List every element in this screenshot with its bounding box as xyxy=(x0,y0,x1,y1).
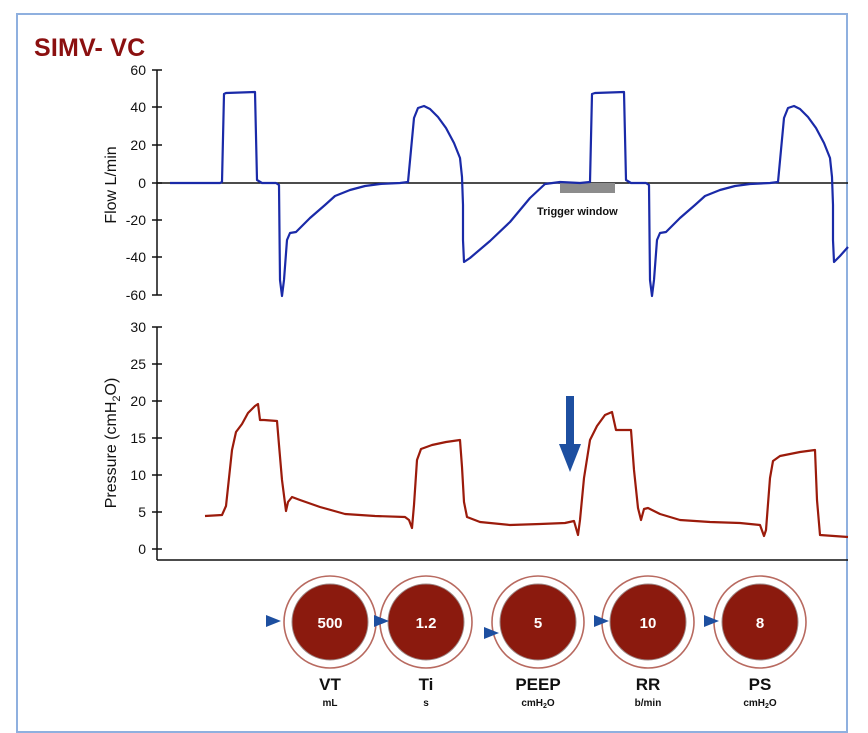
flow-tick-label: 60 xyxy=(130,62,146,78)
flow-tick-label: 40 xyxy=(130,99,146,115)
knob-value: 8 xyxy=(756,615,764,632)
knob-value: 10 xyxy=(640,615,657,632)
flow-waveform xyxy=(170,90,849,298)
pressure-waveform xyxy=(204,402,849,539)
knob-unit: mL xyxy=(323,698,338,709)
knob-value: 5 xyxy=(534,615,542,632)
knob-name: Ti xyxy=(419,675,434,694)
knob-peep[interactable]: 5 PEEP cmH2O xyxy=(484,575,585,710)
trigger-arrow xyxy=(559,396,581,472)
trigger-window-bar xyxy=(560,183,615,193)
pressure-tick-label: 15 xyxy=(130,430,146,446)
pressure-tick-label: 30 xyxy=(130,319,146,335)
flow-panel: 60 40 20 0 -20 -40 -60 Flow L/min Trigge… xyxy=(103,62,849,303)
knob-value: 1.2 xyxy=(416,615,437,632)
trigger-window-label: Trigger window xyxy=(537,206,618,218)
flow-tick-label: 20 xyxy=(130,137,146,153)
knob-unit: s xyxy=(423,698,429,709)
knob-value: 500 xyxy=(317,615,342,632)
knob-unit: cmH2O xyxy=(743,698,777,710)
flow-tick-label: 0 xyxy=(138,175,146,191)
flow-tick-label: -40 xyxy=(126,249,146,265)
flow-tick-label: -20 xyxy=(126,212,146,228)
pressure-panel: 30 25 20 15 10 5 0 Pressure (cmH2O) xyxy=(103,319,849,561)
pressure-tick-label: 25 xyxy=(130,356,146,372)
pressure-tick-label: 20 xyxy=(130,393,146,409)
pressure-ticks xyxy=(152,326,162,550)
knob-pointer-icon xyxy=(266,615,281,627)
knob-unit: b/min xyxy=(635,698,662,709)
flow-tick-label: -60 xyxy=(126,287,146,303)
knob-rr[interactable]: 10 RR b/min xyxy=(594,575,695,709)
knob-name: RR xyxy=(636,675,661,694)
knob-ti[interactable]: 1.2 Ti s xyxy=(374,575,473,709)
knob-name: PEEP xyxy=(515,675,560,694)
ventilator-diagram: 60 40 20 0 -20 -40 -60 Flow L/min Trigge… xyxy=(103,62,849,710)
knob-unit: cmH2O xyxy=(521,698,555,710)
knob-name: PS xyxy=(749,675,772,694)
knob-pointer-icon xyxy=(594,615,609,627)
settings-knobs: 500 VT mL 1.2 Ti s 5 PEEP cmH2O 10 RR b/… xyxy=(266,575,807,710)
knob-pointer-icon xyxy=(374,615,389,627)
knob-ps[interactable]: 8 PS cmH2O xyxy=(704,575,807,710)
knob-pointer-icon xyxy=(704,615,719,627)
flow-axis-title: Flow L/min xyxy=(103,146,120,223)
knob-pointer-icon xyxy=(484,627,499,639)
pressure-axis-title: Pressure (cmH2O) xyxy=(103,378,123,509)
flow-ticks xyxy=(152,69,162,296)
mode-title: SIMV- VC xyxy=(34,34,146,62)
knob-vt[interactable]: 500 VT mL xyxy=(266,575,377,709)
knob-name: VT xyxy=(319,675,341,694)
pressure-tick-label: 5 xyxy=(138,504,146,520)
pressure-tick-label: 10 xyxy=(130,467,146,483)
pressure-tick-label: 0 xyxy=(138,541,146,557)
